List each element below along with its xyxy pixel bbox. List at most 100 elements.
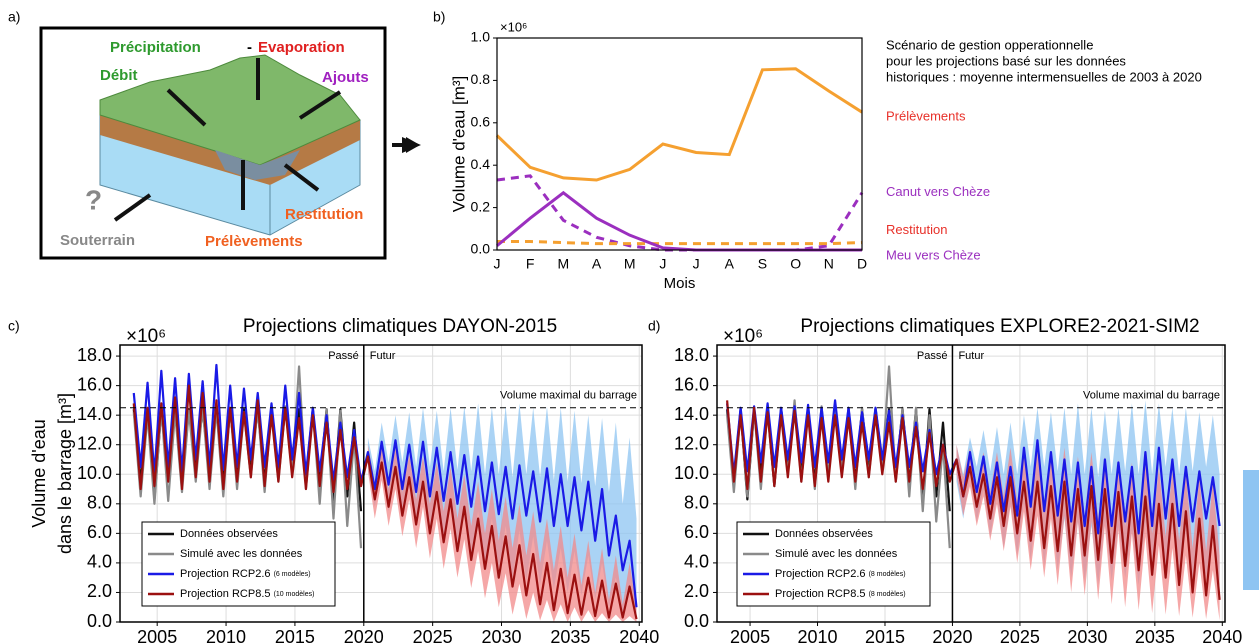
x-tick-label: 2005 [137,627,177,644]
legend-label: Données observées [775,528,873,540]
y-tick-label: 4.0 [684,552,709,572]
label: Débit [100,67,138,84]
legend-name: Projection RCP8.5 [775,588,866,600]
series-line [496,190,862,252]
x-tick-label: 2005 [730,627,770,644]
legend-name: Simulé avec les données [775,548,898,560]
multiplier: ×10⁶ [500,19,527,34]
annotation: pour les projections basé sur les donnée… [886,53,1126,68]
y-axis-label: dans le barrage [m³] [55,393,75,554]
legend-label: Projection RCP8.5 (10 modèles) [180,588,314,600]
multiplier: ×10⁶ [723,326,763,347]
x-tick-label: 2025 [1000,627,1040,644]
y-axis-label: Volume d'eau [29,419,49,528]
plot-frame [716,344,1226,623]
legend-label: Prélèvements [886,109,966,124]
x-tick-label: 2015 [865,627,905,644]
y-tick-label: 18.0 [674,345,709,365]
y-tick-label: 0.4 [471,156,491,172]
x-tick-label: S [758,256,767,272]
y-tick-label: 0.6 [471,114,491,130]
y-tick-label: 0.8 [471,71,491,87]
y-tick-label: 6.0 [87,522,112,542]
chart-title: Projections climatiques DAYON-2015 [243,316,557,337]
y-tick-label: 2.0 [684,581,709,601]
panel-label: d) [648,318,660,334]
x-tick-label: N [824,256,834,272]
series-line [726,400,1221,600]
period-label: Passé [328,350,359,362]
y-tick-label: 18.0 [77,345,112,365]
annotation: Scénario de gestion opperationnelle [886,37,1093,52]
legend-label: Canut vers Chèze [886,184,990,199]
x-tick-label: 2020 [344,627,384,644]
period-label: Passé [917,350,948,362]
y-tick-label: 16.0 [674,374,709,394]
x-tick-label: 2015 [275,627,315,644]
series-line [726,399,1221,535]
y-tick-label: 16.0 [77,374,112,394]
legend-note: (8 modèles) [869,591,906,598]
x-tick-label: A [592,256,602,272]
legend-label: Projection RCP8.5 (8 modèles) [775,588,906,600]
legend-label: Simulé avec les données [180,548,303,560]
panel-label: b) [433,9,445,25]
y-tick-label: 0.0 [87,611,112,631]
x-tick-label: F [526,256,535,272]
legend-label: Projection RCP2.6 (6 modèles) [180,568,311,580]
y-tick-label: 4.0 [87,552,112,572]
legend-name: Projection RCP8.5 [180,588,271,600]
label: Ajouts [322,69,369,86]
legend-label: Projection RCP2.6 (8 modèles) [775,568,906,580]
diagram: a) Précipitation - Evaporation Débit Ajo… [8,9,421,260]
series-line [495,67,863,182]
legend-box [141,521,336,607]
legend-note: (8 modèles) [869,571,906,578]
arrows [113,58,342,222]
x-tick-label: 2040 [1202,627,1242,644]
x-tick-label: 2030 [1067,627,1107,644]
legend-name: Données observées [180,528,278,540]
panel-label: a) [8,9,20,25]
legend-label: Simulé avec les données [775,548,898,560]
period-label: Futur [958,350,984,362]
x-tick-label: 2025 [413,627,453,644]
series-line [497,240,863,246]
y-tick-label: 0.0 [684,611,709,631]
y-tick-label: 2.0 [87,581,112,601]
y-tick-label: 8.0 [684,493,709,513]
arrow-head [406,137,420,153]
y-tick-label: 1.0 [471,29,491,45]
terrain [99,54,361,166]
x-tick-label: 2030 [481,627,521,644]
max-volume-label: Volume maximal du barrage [1083,390,1220,402]
x-tick-label: 2010 [206,627,246,644]
multiplier: ×10⁶ [126,326,166,347]
x-tick-label: 2035 [1135,627,1175,644]
x-tick-label: A [725,256,735,272]
y-tick-label: 0.2 [471,198,491,214]
legend-label: Meu vers Chèze [886,247,981,262]
legend-label: Données observées [180,528,278,540]
soil-layer [100,115,360,185]
y-tick-label: 10.0 [674,463,709,483]
series-line [496,174,864,252]
max-volume-label: Volume maximal du barrage [500,390,637,402]
y-tick-label: 12.0 [77,433,112,453]
x-tick-label: 2035 [550,627,590,644]
legend-name: Données observées [775,528,873,540]
y-tick-label: 14.0 [77,404,112,424]
x-axis-label: Mois [664,275,696,292]
legend-box [736,521,931,607]
label: Souterrain [60,232,135,249]
x-tick-label: J [494,256,501,272]
plot-frame [119,344,643,623]
x-tick-label: J [659,256,666,272]
y-axis-label: Volume d'eau [m³] [449,76,468,212]
chart-title: Projections climatiques EXPLORE2-2021-SI… [800,316,1199,337]
legend-label: Restitution [886,222,947,237]
y-tick-label: 6.0 [684,522,709,542]
y-tick-label: 8.0 [87,493,112,513]
y-tick-label: 12.0 [674,433,709,453]
